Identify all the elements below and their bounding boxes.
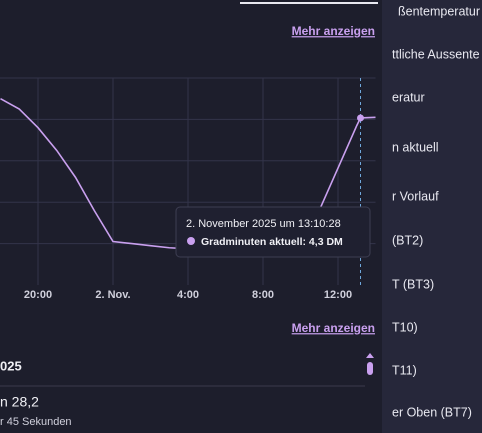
x-tick-label: 2. Nov.: [95, 289, 130, 301]
tooltip-title: 2. November 2025 um 13:10:28: [186, 218, 341, 230]
sidebar-item[interactable]: ttliche Aussente: [392, 47, 480, 61]
sidebar-list: ßentemperatur ttliche Aussente eratur n akt…: [392, 4, 480, 419]
x-tick-label: 4:00: [177, 289, 199, 301]
x-tick-label: 8:00: [252, 289, 274, 301]
sidebar: [382, 0, 482, 433]
section-heading: 025: [0, 358, 22, 373]
sidebar-item[interactable]: r Vorlauf: [392, 189, 439, 203]
sidebar-item[interactable]: eratur: [392, 90, 425, 104]
more-link[interactable]: Mehr anzeigen: [292, 24, 375, 38]
note-text: r 45 Sekunden: [0, 416, 72, 428]
value-text: n 28,2: [0, 394, 39, 410]
sidebar-item[interactable]: (BT2): [392, 233, 423, 247]
sidebar-item[interactable]: T (BT3): [392, 277, 434, 291]
x-tick-label: 12:00: [324, 289, 352, 301]
tooltip-dot: [187, 237, 195, 245]
sidebar-item[interactable]: n aktuell: [392, 140, 439, 154]
scroll-arrow[interactable]: [366, 353, 374, 358]
chart: 20:00 2. Nov. 4:00 8:00 12:00 2. November 202…: [0, 77, 376, 301]
hover-point: [357, 114, 364, 122]
more-link[interactable]: Mehr anzeigen: [292, 321, 375, 335]
x-tick-label: 20:00: [24, 289, 52, 301]
sidebar-item[interactable]: T11): [392, 363, 417, 377]
tooltip-label: Gradminuten aktuell: 4,3 DM: [201, 236, 343, 248]
scroll-handle[interactable]: [367, 362, 373, 375]
sidebar-item[interactable]: T10): [392, 320, 418, 334]
sidebar-item[interactable]: er Oben (BT7): [392, 405, 472, 419]
tooltip-box: [175, 206, 371, 258]
sidebar-item[interactable]: ßentemperatur: [398, 4, 480, 18]
tooltip: 2. November 2025 um 13:10:28 Gradminuten …: [175, 206, 371, 258]
